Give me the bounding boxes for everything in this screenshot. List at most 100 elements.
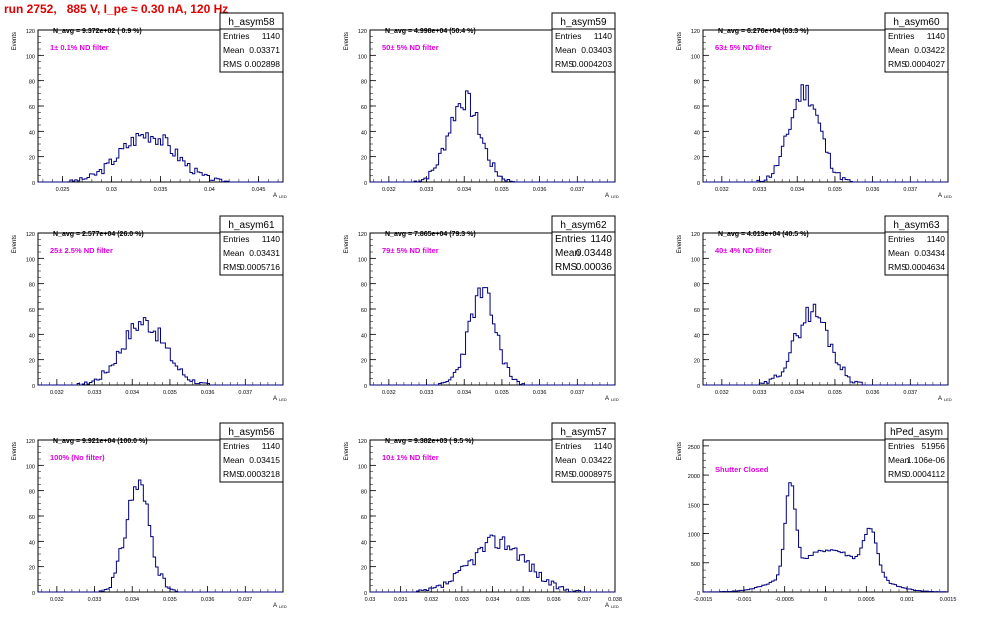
histogram-panel-h_asym59: 0 20 40 60 80 100 120 0.032 0.033 0.034 0.035 0.036… [344,12,619,199]
x-tick-label: 0.036 [866,187,880,193]
x-tick-label: 0.035 [154,187,168,193]
x-tick-label: -0.0015 [694,597,713,603]
stats-value-mean: 0.03371 [249,45,280,55]
y-tick-label: 40 [29,333,35,339]
y-tick-label: 40 [361,333,367,339]
x-tick-label: -0.0005 [775,597,794,603]
histogram-panel-h_asym62: 0 20 40 60 80 100 120 0.032 0.033 0.034 0.035 0.036… [344,215,619,402]
x-tick-label: 0.035 [495,187,509,193]
y-tick-label: 80 [29,80,35,86]
stats-box [219,422,284,483]
x-tick-label: 0.037 [577,597,591,603]
stats-value-rms: 0.0003218 [240,469,280,479]
stats-value-rms: 0.0005716 [240,262,280,272]
y-tick-label: 120 [26,439,35,445]
navg-label: N_avg = 4.013e+04 (40.5 %) [718,231,809,238]
y-tick-label: 60 [29,515,35,521]
x-tick-label: 0.033 [88,597,102,603]
stats-value-rms: 0.0004203 [572,59,612,69]
stats-title: h_asym63 [893,220,940,231]
x-tick-label: 0.035 [163,597,177,603]
stats-value-mean: 0.03403 [581,45,612,55]
stats-value-mean: 0.03434 [914,248,945,258]
stats-value-rms: 0.0008975 [572,469,612,479]
x-tick-label: 0.036 [547,597,561,603]
y-tick-label: 80 [694,80,700,86]
histogram-line [38,479,283,593]
x-tick-label: 0.04 [204,187,215,193]
y-tick-label: 100 [26,54,35,60]
filter-label: 40± 4% ND filter [715,246,772,255]
x-tick-label: 0.033 [753,187,767,193]
y-tick-label: 60 [694,308,700,314]
stats-label-mean: Mean [888,45,910,55]
stats-box [884,215,949,276]
stats-value-entries: 1140 [927,234,946,244]
stats-label-entries: Entries [888,31,914,41]
stats-value-mean: 0.03431 [249,248,280,258]
x-tick-label: 0.034 [125,390,139,396]
histogram-panel-h_asym60: 0 20 40 60 80 100 120 0.032 0.033 0.034 0.035 0.036… [677,12,952,199]
y-tick-label: 100 [691,54,700,60]
x-tick-label: 0.045 [252,187,266,193]
x-axis-label: A LED [605,396,619,402]
y-tick-label: 120 [691,29,700,35]
y-tick-label: 500 [691,562,700,568]
x-tick-label: 0.035 [828,187,842,193]
x-tick-label: 0.036 [201,390,215,396]
y-tick-label: 60 [694,105,700,111]
histogram-line [703,303,948,386]
x-tick-label: 0.032 [715,187,729,193]
navg-label: N_avg = 4.998e+04 (50.4 %) [385,28,476,35]
stats-label-rms: RMS [223,469,242,479]
stats-label-mean: Mean [223,455,245,465]
x-tick-label: 0.037 [570,187,584,193]
x-tick-label: 0.032 [382,390,396,396]
histogram-panel-h_asym57: 0 20 40 60 80 100 120 0.03 0.031 0.032 0.033 0.034 0… [344,422,622,609]
x-tick-label: 0.034 [125,597,139,603]
stats-title: h_asym61 [228,220,275,231]
x-tick-label: -0.001 [736,597,752,603]
y-tick-label: 20 [361,566,367,572]
x-tick-label: 0.032 [50,390,64,396]
y-tick-label: 0 [697,384,700,390]
x-tick-label: 0.036 [866,390,880,396]
x-tick-label: 0.037 [238,390,252,396]
y-tick-label: 40 [29,130,35,136]
y-tick-label: 80 [29,490,35,496]
x-tick-label: 0.034 [790,187,804,193]
x-axis-label: A LED [273,603,287,609]
y-tick-label: 100 [358,464,367,470]
stats-title: h_asym57 [560,427,607,438]
stats-title: h_asym58 [228,17,275,28]
stats-box [884,12,949,73]
x-tick-label: 0.032 [382,187,396,193]
histogram-line [38,132,283,183]
stats-label-rms: RMS [223,262,242,272]
x-tick-label: 0.001 [900,597,914,603]
stats-box [219,12,284,73]
y-tick-label: 20 [694,359,700,365]
x-axis-label: A LED [938,396,952,402]
x-tick-label: 0.034 [457,390,471,396]
y-tick-label: 0 [32,181,35,187]
stats-value-rms: 0.0004027 [905,59,945,69]
y-tick-label: 100 [358,257,367,263]
stats-label-entries: Entries [555,441,581,451]
x-tick-label: 0.0005 [858,597,875,603]
stats-value-entries: 51956 [921,441,945,451]
stats-title: h_asym56 [228,427,275,438]
stats-label-rms: RMS [555,469,574,479]
stats-label-entries: Entries [555,234,586,245]
filter-label: 10± 1% ND filter [382,453,439,462]
y-tick-label: 2000 [688,474,700,480]
y-tick-label: 0 [364,181,367,187]
x-tick-label: 0.035 [495,390,509,396]
y-tick-label: 60 [361,105,367,111]
filter-label: 1± 0.1% ND filter [50,43,109,52]
x-tick-label: 0.032 [715,390,729,396]
y-tick-label: 20 [29,359,35,365]
stats-label-rms: RMS [888,262,907,272]
stats-label-entries: Entries [555,31,581,41]
x-tick-label: 0.037 [570,390,584,396]
